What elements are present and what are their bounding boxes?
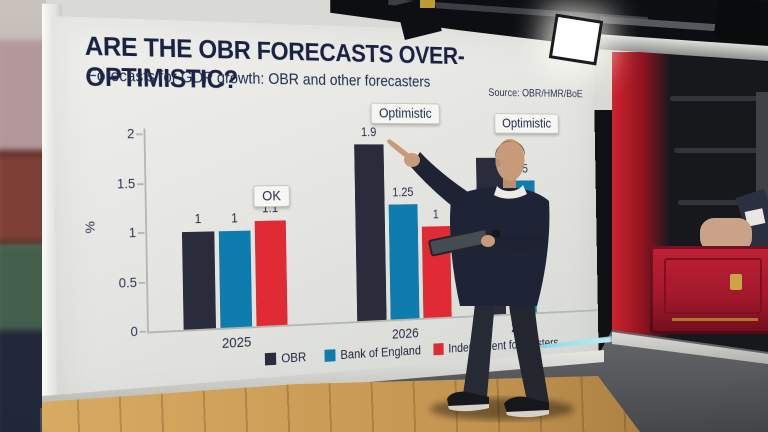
presenter-pointing-finger (387, 139, 417, 163)
presenter-left-leg (463, 295, 495, 397)
budget-box-panel (664, 258, 762, 314)
bar-independent-forecasters-2025 (254, 220, 288, 327)
ytick-label-1.5: 1.5 (116, 174, 136, 191)
left-panel-green-bench (0, 244, 46, 336)
ytick-mark (136, 133, 143, 136)
x-axis-label-2025: 2025 (221, 334, 252, 352)
legend-item-obr: OBR (264, 349, 307, 367)
left-panel-blur-top (0, 40, 46, 155)
ytick-label-0.5: 0.5 (118, 273, 138, 291)
left-panel-figure (0, 330, 46, 432)
presenter-pointing-arm (411, 152, 468, 208)
door-panel-line (678, 200, 768, 205)
legend-swatch-obr (264, 352, 277, 366)
rig-clamp (420, 0, 435, 8)
annotation-ok-2025: OK (253, 185, 290, 208)
presenter-left-hand (481, 235, 495, 247)
ytick-mark (138, 281, 146, 284)
bar-obr-2025 (181, 231, 216, 330)
presenter-right-sole (506, 410, 549, 418)
right-video-panel (612, 52, 768, 352)
door-panel-line (670, 96, 768, 101)
budget-box-hinge (672, 318, 758, 321)
legend-label-obr: OBR (281, 349, 307, 366)
left-video-panel (0, 0, 46, 432)
presenter-right-leg (508, 298, 549, 403)
despatch-box-image (0, 150, 46, 248)
presenter-forearm (487, 231, 545, 250)
budget-box-crest (730, 274, 742, 290)
presenter-ear (495, 159, 501, 167)
ytick-mark (137, 182, 144, 185)
ytick-label-1: 1 (128, 224, 137, 241)
ytick-mark (137, 231, 145, 235)
legend-swatch-bank-of-england (324, 349, 336, 362)
presenter (387, 139, 574, 420)
presenter-left-sole (448, 404, 489, 412)
presenter-head (495, 139, 525, 181)
presenter-watch (492, 230, 500, 237)
door-panel-line (674, 148, 768, 153)
ytick-mark (139, 330, 147, 333)
ytick-label-0: 0 (130, 323, 138, 340)
ytick-label-2: 2 (126, 125, 135, 142)
presenter-collar (494, 185, 527, 199)
studio-softbox-light (548, 13, 604, 66)
bar-bank-of-england-2025 (218, 230, 253, 328)
